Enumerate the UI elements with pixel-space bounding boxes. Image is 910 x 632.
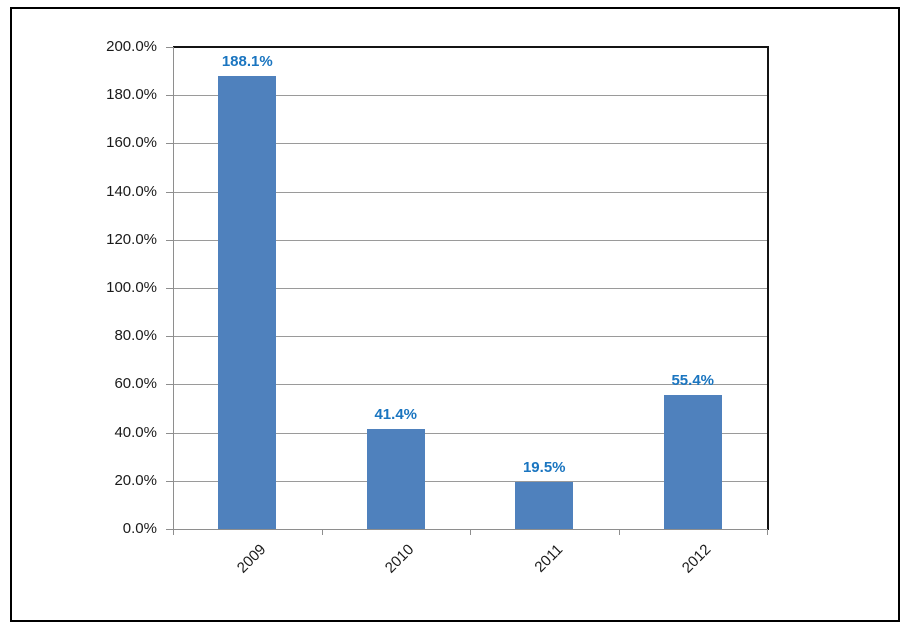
gridline (173, 480, 767, 482)
y-tick-label: 20.0% (114, 471, 157, 489)
x-tick (618, 529, 620, 535)
y-tick (166, 143, 173, 145)
y-tick (166, 384, 173, 386)
plot-border-top (173, 46, 769, 48)
y-tick-label: 140.0% (106, 182, 157, 200)
y-tick (166, 529, 173, 530)
gridline (173, 432, 767, 434)
bar-2012 (663, 395, 722, 529)
x-tick (321, 529, 323, 535)
data-label-2009: 188.1% (221, 52, 273, 70)
gridline (173, 239, 767, 241)
gridline (173, 191, 767, 193)
data-label-2012: 55.4% (671, 372, 715, 390)
y-tick (166, 239, 173, 241)
y-tick (166, 336, 173, 338)
y-tick (166, 432, 173, 434)
bar-2011 (515, 482, 574, 529)
y-tick (166, 47, 173, 48)
gridline (173, 336, 767, 338)
y-axis-line (173, 47, 174, 529)
bar-2010 (366, 429, 425, 529)
x-tick (173, 529, 174, 535)
plot-border-right (767, 46, 769, 530)
y-tick (166, 480, 173, 482)
chart-border (10, 7, 900, 622)
y-tick-label: 0.0% (122, 520, 157, 537)
y-tick (166, 191, 173, 193)
y-tick-label: 40.0% (114, 423, 157, 441)
y-tick-label: 180.0% (106, 86, 157, 104)
y-tick-label: 80.0% (114, 327, 157, 345)
x-tick (470, 529, 471, 535)
y-tick-label: 160.0% (106, 134, 157, 152)
y-tick (166, 288, 173, 289)
gridline (173, 384, 767, 386)
x-tick (767, 529, 768, 535)
bar-2009 (218, 75, 277, 529)
y-tick-label: 60.0% (114, 375, 157, 393)
gridline (173, 143, 767, 145)
gridline (173, 95, 767, 97)
y-tick-label: 120.0% (106, 230, 157, 248)
y-tick-label: 200.0% (106, 38, 157, 55)
y-tick-label: 100.0% (106, 279, 157, 296)
y-tick (166, 95, 173, 97)
gridline (173, 288, 767, 289)
data-label-2010: 41.4% (374, 406, 418, 424)
data-label-2011: 19.5% (522, 459, 566, 476)
